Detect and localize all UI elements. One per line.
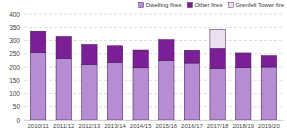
y-tick: 350	[9, 24, 24, 31]
bar-segment	[261, 56, 276, 67]
bar-segment	[30, 52, 45, 120]
y-tick-label: 300	[9, 37, 20, 44]
chart: 0501001502002503003504002010/112011/1220…	[0, 0, 287, 133]
x-tick: 2015/16	[155, 120, 177, 129]
x-tick: 2011/12	[53, 120, 75, 129]
y-tick-label: 400	[9, 11, 20, 18]
legend-swatch	[187, 3, 192, 8]
bar-segment	[30, 31, 45, 52]
bar-segment	[159, 60, 174, 120]
x-tick-label: 2012/13	[79, 123, 101, 129]
x-tick-label: 2019/20	[258, 123, 280, 129]
legend-swatch	[139, 3, 144, 8]
y-tick: 200	[9, 64, 24, 71]
bar-segment	[210, 68, 225, 120]
x-tick-label: 2017/18	[207, 123, 229, 129]
bar-segment	[184, 63, 199, 120]
x-tick-label: 2016/17	[181, 123, 203, 129]
bar-segment	[107, 46, 122, 62]
x-axis-line	[25, 120, 284, 121]
legend-label: Other fires	[194, 2, 222, 8]
x-tick: 2013/14	[104, 120, 126, 129]
bars	[30, 30, 276, 120]
x-tick: 2016/17	[181, 120, 203, 129]
legend-item: Dwelling fires	[139, 2, 182, 8]
x-axis: 2010/11 2011/12 2012/132013/14 2014/152015/…	[25, 120, 284, 129]
y-tick: 300	[9, 37, 24, 44]
bar-segment	[210, 30, 225, 49]
legend: Dwelling fires Other fires Grenfell Tower …	[139, 2, 285, 8]
x-tick: 2019/20	[258, 120, 280, 129]
bar-segment	[184, 50, 199, 63]
bar-segment	[107, 62, 122, 120]
bar-segment	[159, 40, 174, 61]
y-axis-line	[24, 15, 25, 121]
y-tick-label: 250	[9, 50, 20, 57]
bar-segment	[82, 64, 97, 120]
x-tick: 2018/19	[232, 120, 254, 129]
grid	[24, 14, 283, 120]
y-tick-label: 150	[9, 77, 20, 84]
x-tick-label: 2018/19	[232, 123, 254, 129]
x-tick-label: 2010/11	[27, 123, 49, 129]
x-tick: 2012/13	[79, 120, 101, 129]
y-tick: 50	[13, 103, 24, 110]
grid-line	[24, 14, 283, 15]
y-tick-label: 350	[9, 24, 20, 31]
y-tick: 150	[9, 77, 24, 84]
x-tick: 2017/18	[207, 120, 229, 129]
bar-segment	[56, 58, 71, 120]
y-tick-label: 50	[13, 103, 21, 110]
y-tick: 250	[9, 50, 24, 57]
bar-segment	[261, 67, 276, 120]
y-axis: 0 50 100 150 200 250 300 350 400	[9, 11, 24, 124]
legend-swatch	[228, 3, 233, 8]
x-tick-label: 2011/12	[53, 123, 75, 129]
bar-segment	[133, 68, 148, 120]
bar-segment	[82, 44, 97, 64]
grid-line	[24, 27, 283, 28]
bar-segment	[236, 68, 251, 120]
y-tick-label: 0	[16, 117, 20, 124]
bar-segment	[133, 50, 148, 68]
legend-label: Dwelling fires	[146, 2, 182, 8]
bar-segment	[236, 53, 251, 68]
bar-segment	[210, 48, 225, 68]
y-tick-label: 200	[9, 64, 20, 71]
legend-item: Other fires	[187, 2, 222, 8]
y-tick: 100	[9, 90, 24, 97]
x-tick-label: 2013/14	[104, 123, 126, 129]
x-tick-label: 2015/16	[155, 123, 177, 129]
x-tick: 2014/15	[130, 120, 152, 129]
y-tick-label: 100	[9, 90, 20, 97]
legend-item: Grenfell Tower fire	[228, 2, 284, 8]
x-tick-label: 2014/15	[130, 123, 152, 129]
legend-label: Grenfell Tower fire	[235, 2, 284, 8]
bar-segment	[56, 37, 71, 59]
y-tick: 0	[16, 117, 24, 124]
x-tick: 2010/11	[27, 120, 49, 129]
y-tick: 400	[9, 11, 24, 18]
